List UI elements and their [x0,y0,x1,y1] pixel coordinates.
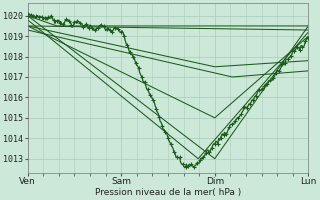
X-axis label: Pression niveau de la mer( hPa ): Pression niveau de la mer( hPa ) [95,188,241,197]
